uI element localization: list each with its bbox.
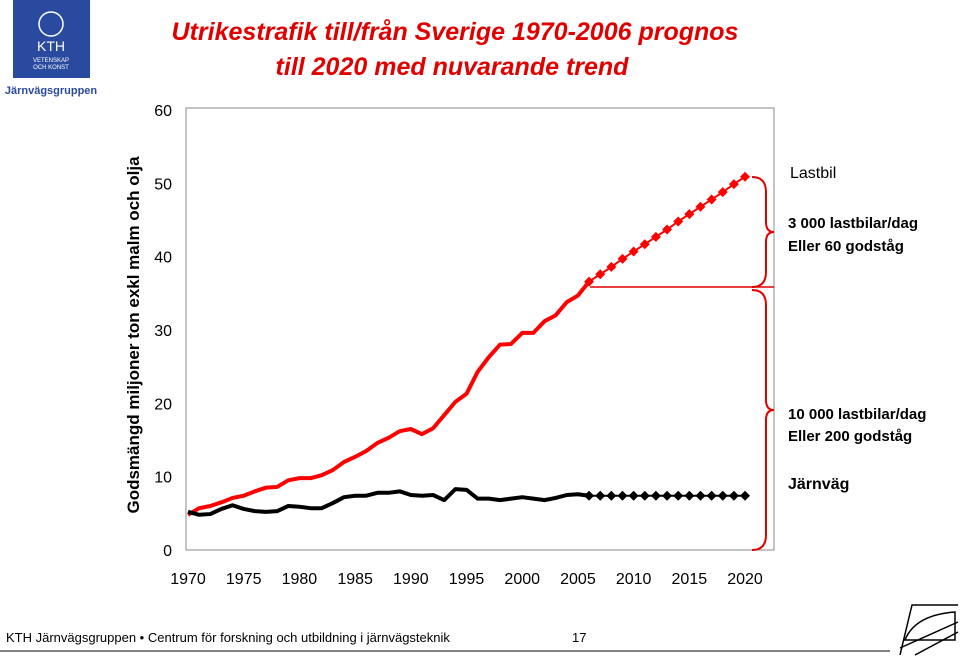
y-tick-label: 40 [154, 250, 172, 267]
page-number: 17 [572, 630, 586, 645]
annotation: 10 000 lastbilar/dag [788, 406, 926, 423]
logo-text: VETENSKAP [33, 58, 69, 64]
y-tick-label: 10 [154, 470, 172, 487]
forecast-marker [595, 490, 606, 501]
forecast-marker [695, 490, 706, 501]
series-line [186, 280, 591, 517]
series-line [187, 487, 590, 517]
forecast-marker [717, 490, 728, 501]
forecast-marker [728, 179, 739, 190]
forecast-marker [695, 201, 706, 212]
logo-text: OCH KONST [33, 65, 69, 71]
forecast-marker [673, 490, 684, 501]
x-tick-label: 1970 [170, 571, 206, 588]
x-tick-label: 1995 [449, 571, 485, 588]
footer-text: KTH Järnvägsgruppen • Centrum för forskn… [6, 630, 450, 645]
forecast-marker [639, 239, 650, 250]
forecast-marker [584, 276, 595, 287]
forecast-marker [684, 209, 695, 220]
x-tick-label: 2000 [504, 571, 540, 588]
forecast-marker [595, 269, 606, 280]
forecast-marker [684, 490, 695, 501]
annotation: Eller 60 godståg [788, 238, 904, 255]
forecast-marker [617, 490, 628, 501]
legend-label: Järnväg [788, 476, 849, 493]
x-tick-label: 1985 [337, 571, 373, 588]
x-tick-label: 2020 [727, 571, 763, 588]
forecast-marker [673, 216, 684, 227]
bracket [590, 176, 775, 551]
logo-crest [38, 11, 64, 37]
logo-text: KTH [37, 38, 65, 54]
forecast-marker [650, 490, 661, 501]
logo-box [13, 0, 90, 78]
forecast-marker [606, 490, 617, 501]
y-tick-label: 30 [154, 323, 172, 340]
forecast-marker [606, 261, 617, 272]
x-tick-label: 2005 [560, 571, 596, 588]
annotation: 3 000 lastbilar/dag [788, 215, 918, 232]
forecast-marker [740, 171, 751, 182]
x-tick-label: 2015 [672, 571, 708, 588]
y-tick-label: 20 [154, 396, 172, 413]
plot-frame [185, 107, 775, 551]
forecast-marker [706, 194, 717, 205]
forecast-marker [639, 490, 650, 501]
forecast-marker [728, 490, 739, 501]
forecast-marker [628, 246, 639, 257]
y-tick-label: 50 [154, 176, 172, 193]
forecast-marker [662, 490, 673, 501]
forecast-marker [650, 231, 661, 242]
chart-title: Utrikestrafik till/från Sverige 1970-200… [172, 18, 739, 46]
forecast-marker [617, 253, 628, 264]
x-tick-label: 1990 [393, 571, 429, 588]
y-tick-label: 60 [154, 103, 172, 120]
annotation: Eller 200 godståg [788, 428, 912, 445]
forecast-marker [717, 187, 728, 198]
x-tick-label: 1975 [226, 571, 262, 588]
y-tick-label: 0 [163, 543, 172, 560]
forecast-marker [628, 490, 639, 501]
forecast-marker [584, 490, 595, 501]
legend-label: Lastbil [790, 165, 836, 182]
x-tick-label: 1980 [282, 571, 318, 588]
forecast-marker [662, 224, 673, 235]
forecast-marker [740, 490, 751, 501]
forecast-marker [706, 490, 717, 501]
logo-caption: Järnvägsgruppen [5, 85, 98, 97]
chart-title: till 2020 med nuvarande trend [276, 53, 630, 81]
y-axis-label: Godsmängd miljoner ton exkl malm och olj… [124, 156, 143, 514]
train-icon [899, 604, 959, 656]
x-tick-label: 2010 [616, 571, 652, 588]
